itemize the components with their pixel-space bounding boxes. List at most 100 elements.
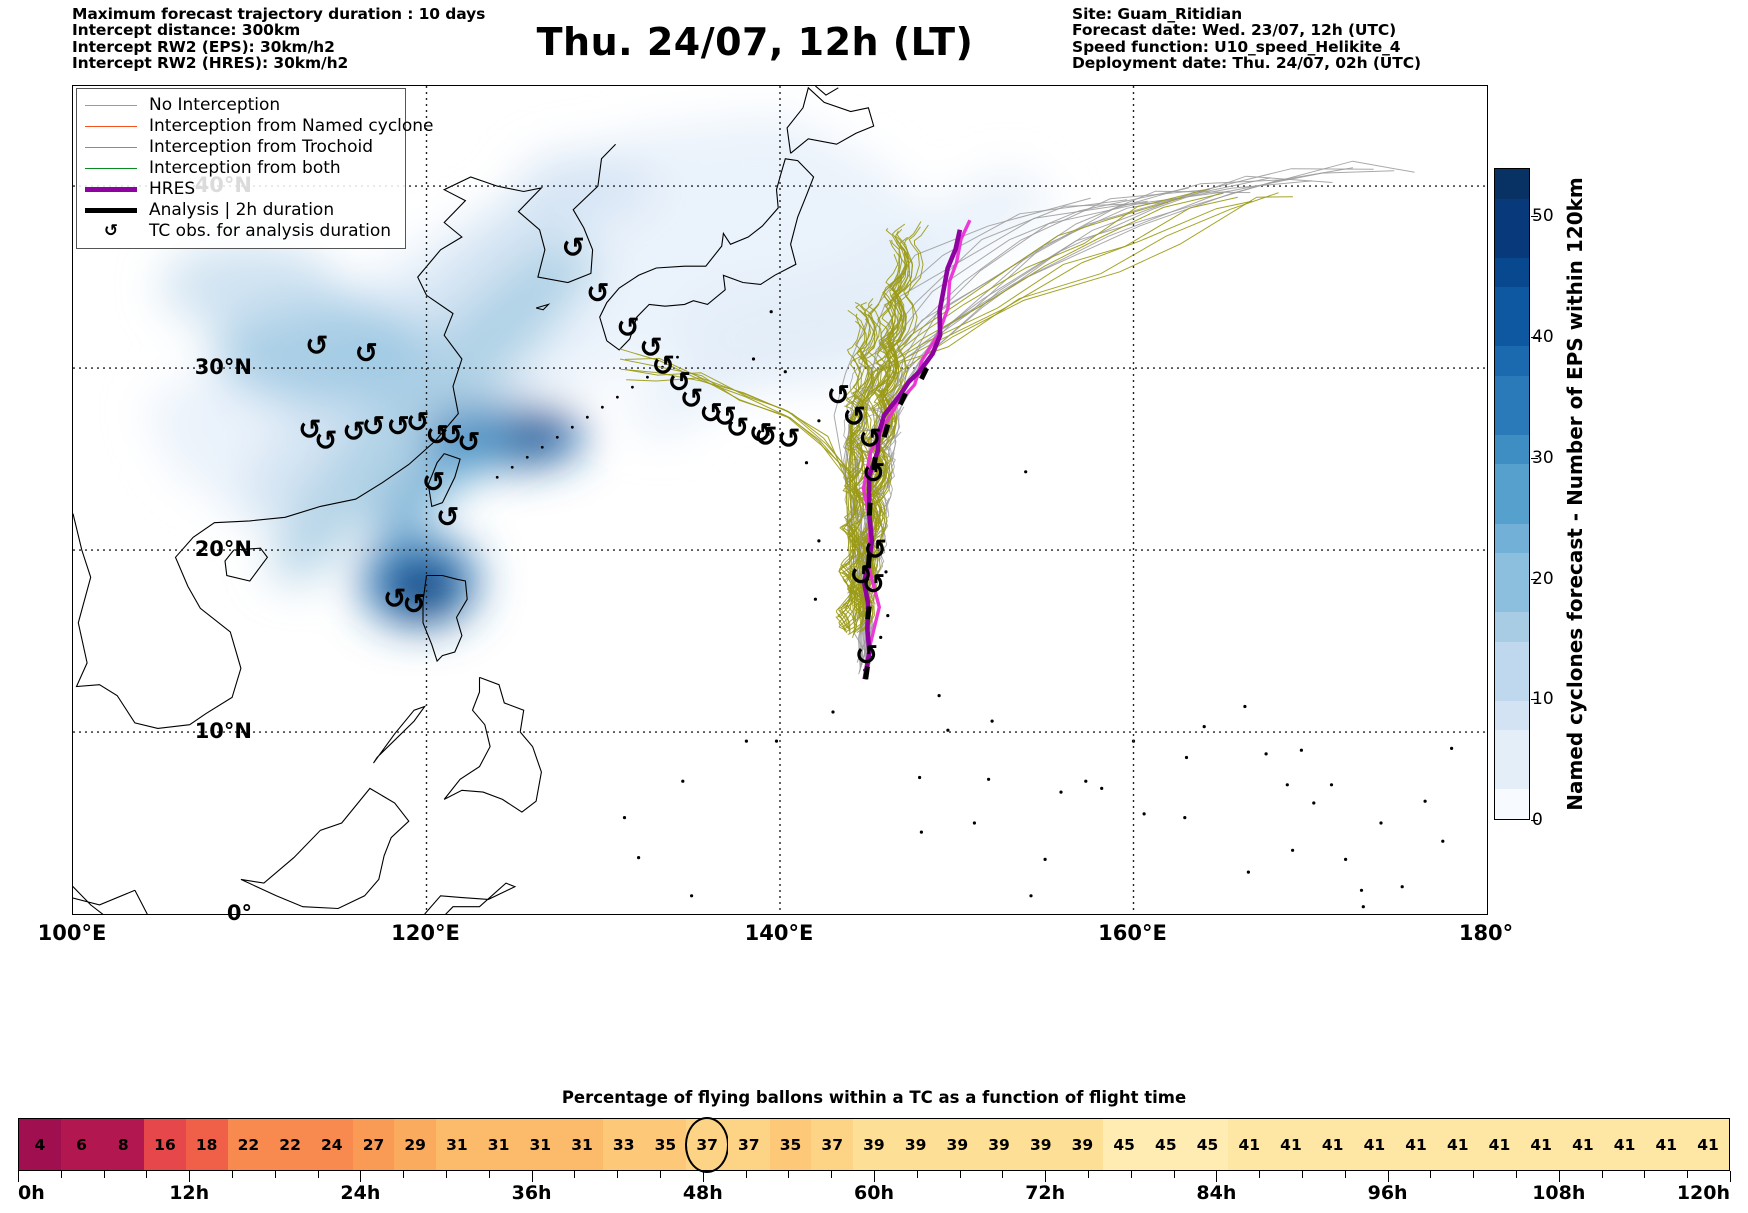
time-tick-mark [1344,1171,1346,1178]
legend-label: HRES [149,179,196,199]
balloon-trajectories [619,160,1415,680]
percentage-cell[interactable]: 22 [227,1119,270,1170]
percentage-value: 27 [362,1135,385,1154]
percentage-cell[interactable]: 41 [1562,1119,1604,1170]
percentage-cell[interactable]: 37 [727,1119,770,1170]
percentage-cell[interactable]: 4 [19,1119,61,1170]
percentage-value: 41 [1446,1135,1469,1154]
percentage-cell[interactable]: 33 [602,1119,645,1170]
percentage-cell[interactable]: 31 [519,1119,562,1170]
time-tick-label: 36h [511,1182,552,1204]
map-graphics: ↺↺↺↺↺↺↺↺↺↺ ↺↺ ↺↺↺ ↺↺ ↺↺↺↺↺↺↺↺↺↺↺↺↺↺↺↺↺↺ ↺ [73,86,1487,914]
percentage-cell[interactable]: 41 [1687,1119,1729,1170]
percentage-value: 39 [1071,1135,1094,1154]
percentage-cell[interactable]: 16 [144,1119,186,1170]
legend-item-named-cyclone[interactable]: Interception from Named cyclone [85,116,434,137]
percentage-cell[interactable]: 37 [811,1119,854,1170]
percentage-cell[interactable]: 41 [1603,1119,1646,1170]
header-left-line-2: Intercept RW2 (EPS): 30km/h2 [72,37,335,56]
percentage-cell[interactable]: 41 [1645,1119,1688,1170]
percentage-cell[interactable]: 41 [1395,1119,1437,1170]
coastlines [73,86,875,914]
legend-item-tc-obs[interactable]: ↺ TC obs. for analysis duration [85,221,397,242]
percentage-cell[interactable]: 6 [60,1119,103,1170]
percentage-cell[interactable]: 37 [685,1116,730,1173]
percentage-cell[interactable]: 31 [561,1119,603,1170]
percentage-cell[interactable]: 39 [1061,1119,1104,1170]
percentage-cell[interactable]: 39 [1019,1119,1062,1170]
svg-text:↺: ↺ [561,231,584,264]
island-dots [495,310,1454,909]
percentage-cell[interactable]: 45 [1186,1119,1229,1170]
colorbar-segment [1495,228,1529,258]
percentage-cell[interactable]: 22 [269,1119,311,1170]
percentage-cell[interactable]: 39 [853,1119,895,1170]
percentage-cell[interactable]: 41 [1270,1119,1312,1170]
percentage-bar[interactable]: 4 6 8 16 18 22 22 24 27 29 31 31 31 31 33 35 37 37 35 37 39 3… [18,1116,1730,1173]
time-tick-mark [1601,1171,1603,1178]
percentage-cell[interactable]: 8 [102,1119,145,1170]
time-tick-label: 0h [18,1182,45,1204]
time-tick-label: 72h [1025,1182,1066,1204]
legend-item-analysis[interactable]: Analysis | 2h duration [85,200,397,221]
colorbar-tick-mark [1531,216,1538,218]
colorbar-tick-mark [1531,337,1538,339]
eps-colorbar[interactable]: 0 10 20 30 40 50 [1494,168,1554,830]
percentage-cell[interactable]: 24 [310,1119,353,1170]
percentage-cell[interactable]: 27 [352,1119,395,1170]
colorbar-label-text: Named cyclones forecast - Number of EPS … [1563,177,1588,811]
percentage-value: 22 [237,1135,260,1154]
map-legend[interactable]: No Interception Interception from Named … [76,88,434,249]
svg-text:↺: ↺ [314,424,337,457]
time-tick-label: 84h [1196,1182,1237,1204]
percentage-cell[interactable]: 41 [1353,1119,1396,1170]
percentage-value: 37 [821,1135,843,1154]
header-left-line-0: Maximum forecast trajectory duration : 1… [72,5,486,23]
percentage-cell[interactable]: 41 [1311,1119,1354,1170]
legend-item-both[interactable]: Interception from both [85,158,397,179]
legend-item-no-interception[interactable]: No Interception [85,95,397,116]
percentage-cell[interactable]: 31 [477,1119,520,1170]
percentage-cell[interactable]: 39 [936,1119,979,1170]
colorbar-segment [1495,257,1529,288]
percentage-cell[interactable]: 31 [436,1119,478,1170]
svg-text:↺: ↺ [713,400,736,433]
percentage-cell[interactable]: 18 [185,1119,228,1170]
percentage-cell[interactable]: 39 [978,1119,1020,1170]
svg-text:↺: ↺ [355,337,378,370]
time-tick-mark [403,1171,405,1178]
latitude-tick-label: 20°N [194,537,252,562]
map-canvas: ↺ ↺ ↺ ↺ ↺ ↺ ↺ ↺ ↺ ↺ ↺ ↺ ↺ ↺ ↺ ↺ ↺ ↺ ↺ ↺ ↺ ↺ ↺ ↺ ↺ ↺ ↺ ↺ ↺ ↺ ↺ ↺ ↺ ↺ ↺ ↺ [73,86,1487,914]
colorbar-tick-label: 40 [1532,327,1554,348]
time-tick-mark [1002,1171,1004,1178]
percentage-cell[interactable]: 41 [1520,1119,1563,1170]
percentage-cell[interactable]: 41 [1228,1119,1271,1170]
percentage-cell[interactable]: 39 [894,1119,937,1170]
percentage-value: 45 [1196,1135,1219,1154]
legend-item-hres[interactable]: HRES [85,179,397,200]
percentage-value: 37 [738,1135,760,1154]
percentage-cell[interactable]: 41 [1478,1119,1521,1170]
header-right-line-1: Forecast date: Wed. 23/07, 12h (UTC) [1072,21,1397,40]
percentage-value: 35 [654,1135,677,1154]
percentage-cell[interactable]: 45 [1103,1119,1145,1170]
legend-label: No Interception [149,95,281,115]
svg-text:↺: ↺ [850,559,873,592]
percentage-bar-title: Percentage of flying ballons within a TC… [561,1088,1187,1107]
colorbar-segment [1495,494,1529,524]
percentage-cell[interactable]: 35 [644,1119,687,1170]
svg-text:↺: ↺ [457,426,480,459]
time-tick-mark [360,1171,362,1182]
percentage-cell[interactable]: 41 [1436,1119,1479,1170]
time-tick-mark [1473,1171,1475,1178]
header-right-info: Site: Guam_Ritidian Forecast date: Wed. … [1072,6,1421,72]
percentage-cell[interactable]: 35 [769,1119,812,1170]
svg-text:↺: ↺ [439,418,462,451]
time-tick-mark [189,1171,191,1182]
percentage-cell[interactable]: 29 [394,1119,437,1170]
percentage-value: 39 [988,1135,1010,1154]
legend-item-trochoid[interactable]: Interception from Trochoid [85,137,397,158]
percentage-cell[interactable]: 45 [1144,1119,1187,1170]
header-right-line-0: Site: Guam_Ritidian [1072,5,1243,23]
time-tick-mark [916,1171,918,1178]
